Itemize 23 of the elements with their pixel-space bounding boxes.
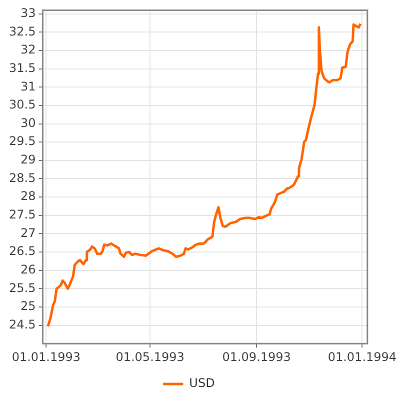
y-tick-label: 27 [20,226,36,240]
legend-label: USD [189,376,215,390]
y-tick-label: 30.5 [9,98,36,112]
y-tick-label: 32.5 [9,24,36,38]
y-tick-label: 28 [20,189,36,204]
y-tick-label: 26 [20,262,36,276]
y-tick-label: 29 [20,152,36,167]
y-tick-label: 25.5 [9,280,36,295]
y-tick-label: 24.5 [9,317,36,332]
y-tick-label: 30 [20,116,36,130]
y-tick-label: 25 [20,299,36,314]
y-tick-label: 31 [20,79,36,94]
x-tick-label: 01.01.1994 [328,350,397,364]
y-tick-label: 31.5 [9,60,36,75]
y-tick-label: 32 [20,42,36,57]
y-tick-label: 28.5 [9,170,36,185]
x-tick-label: 01.01.1993 [12,350,81,364]
y-tick-label: 26.5 [9,244,36,258]
x-tick-label: 01.05.1993 [116,350,184,364]
y-tick-label: 27.5 [9,207,36,222]
x-tick-label: 01.09.1993 [222,350,291,364]
y-tick-label: 33 [20,6,36,20]
y-tick-label: 29.5 [9,134,36,148]
